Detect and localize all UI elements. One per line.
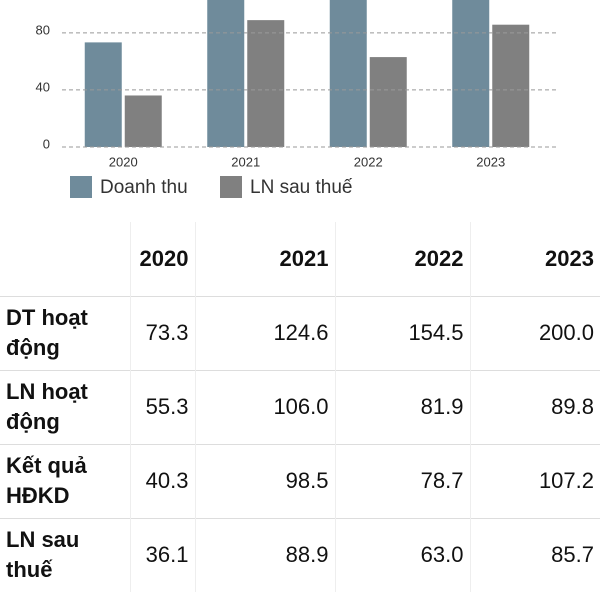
- table-cell: 63.0: [334, 517, 470, 592]
- header-cell: 2023: [469, 222, 600, 296]
- legend-label: LN sau thuế: [250, 177, 353, 198]
- header-row: 2020 2021 2022 2023: [0, 222, 600, 296]
- table-cell: 107.2: [469, 443, 600, 518]
- legend-swatch: [70, 176, 92, 198]
- corner-cell: [0, 222, 130, 296]
- bar: [329, 0, 367, 147]
- table-cell: 154.5: [334, 295, 470, 370]
- row-label: DT hoạt động: [0, 295, 130, 370]
- table-row: LN hoạt động 55.3 106.0 81.9 89.8: [0, 369, 600, 444]
- table-cell: 73.3: [129, 295, 195, 370]
- bar: [207, 0, 245, 147]
- x-tick-label: 2022: [354, 154, 383, 169]
- x-tick-label: 2021: [231, 154, 260, 169]
- plot-area: [84, 0, 530, 148]
- y-tick-label: 80: [36, 22, 50, 37]
- table-cell: 81.9: [334, 369, 470, 444]
- y-tick-label: 0: [43, 136, 50, 151]
- x-tick-label: 2023: [476, 154, 505, 169]
- header-cell: 2022: [334, 222, 470, 296]
- table-row: LN sau thuế 36.1 88.9 63.0 85.7: [0, 517, 600, 592]
- row-label: Kết quả HĐKD: [0, 443, 130, 518]
- row-label-text: DT hoạt động: [6, 305, 88, 360]
- row-label-text: LN sau thuế: [6, 527, 80, 583]
- table-cell: 85.7: [469, 517, 600, 592]
- bar: [369, 57, 407, 147]
- table-cell: 89.8: [469, 369, 600, 444]
- bar: [247, 20, 285, 148]
- bar: [124, 95, 162, 147]
- table-cell: 55.3: [129, 369, 195, 444]
- table-cell: 98.5: [194, 443, 335, 518]
- table-row: Kết quả HĐKD 40.3 98.5 78.7 107.2: [0, 443, 600, 518]
- table-cell: 40.3: [129, 443, 195, 518]
- legend-swatch: [220, 176, 242, 198]
- bar: [84, 42, 122, 148]
- data-table: 2020 2021 2022 2023 DT hoạt động 73.3 124.6 154…: [0, 222, 600, 592]
- row-label: LN sau thuế: [0, 517, 130, 592]
- header-cell: 2021: [194, 222, 335, 296]
- table-cell: 36.1: [129, 517, 195, 592]
- row-label-text: LN hoạt động: [6, 379, 88, 434]
- table-cell: 200.0: [469, 295, 600, 370]
- row-label-text: Kết quả HĐKD: [6, 453, 87, 508]
- legend-label: Doanh thu: [100, 177, 188, 198]
- x-tick-label: 2020: [109, 154, 138, 169]
- y-tick-label: 40: [36, 79, 50, 94]
- table-cell: 78.7: [334, 443, 470, 518]
- table-cell: 124.6: [194, 295, 335, 370]
- chart: 0 40 80 2020 2021 2022 2023 Doanh thu LN sau thu…: [36, 0, 556, 198]
- table-cell: 88.9: [194, 517, 335, 592]
- table-cell: 106.0: [194, 369, 335, 444]
- header-cell: 2020: [129, 222, 195, 296]
- bar: [492, 24, 530, 147]
- table-row: DT hoạt động 73.3 124.6 154.5 200.0: [0, 295, 600, 370]
- row-label: LN hoạt động: [0, 369, 130, 444]
- bar: [452, 0, 490, 147]
